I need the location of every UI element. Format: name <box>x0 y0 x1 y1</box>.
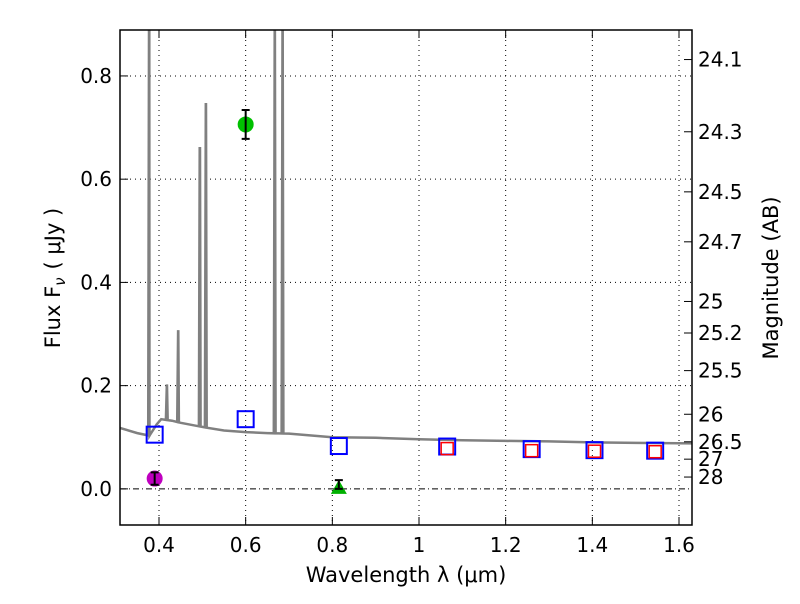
photometry-square-marker <box>648 444 662 459</box>
error-bar <box>150 471 159 486</box>
y-tick-label: 0.8 <box>80 64 112 88</box>
y-tick-label: 0.6 <box>80 167 112 191</box>
right-tick-label: 25 <box>698 289 723 313</box>
photometry-square-marker <box>524 443 539 458</box>
y-axis-label: Flux Fν( μJy ) <box>41 208 69 349</box>
x-tick-label: 0.4 <box>143 533 175 557</box>
right-axis-label: Magnitude (AB) <box>759 196 783 359</box>
right-tick-label: 24.1 <box>698 48 743 72</box>
x-tick-label: 1.4 <box>576 533 608 557</box>
x-tick-label: 1 <box>413 533 426 557</box>
right-tick-label: 26 <box>698 402 723 426</box>
x-axis-label: Wavelength λ (μm) <box>306 563 507 587</box>
right-tick-label: 28 <box>698 465 723 489</box>
right-tick-label: 24.3 <box>698 120 743 144</box>
error-bar <box>241 109 250 140</box>
axes-frame <box>119 29 693 526</box>
photometry-square-marker <box>646 441 665 460</box>
ticks: 0.4 0.6 0.8 1 1.2 1.4 1.6 0.0 0.2 0.4 0.6 0.8 24.1 24… <box>80 30 743 557</box>
x-tick-label: 0.6 <box>230 533 262 557</box>
right-tick-label: 25.2 <box>698 321 743 345</box>
right-tick-label: 26.5 <box>698 430 743 454</box>
photometry-square-marker <box>440 441 454 456</box>
photometry-square-marker <box>236 410 255 429</box>
right-tick-label: 24.7 <box>698 230 743 254</box>
x-tick-label: 1.6 <box>663 533 695 557</box>
x-tick-label: 0.8 <box>316 533 348 557</box>
y-tick-label: 0.2 <box>80 374 112 398</box>
y-tick-label: 0.4 <box>80 270 112 294</box>
grid <box>120 30 692 525</box>
right-tick-label: 25.5 <box>698 359 743 383</box>
photometry-square-marker <box>585 441 604 460</box>
photometry-square-marker <box>145 425 164 444</box>
error-bar <box>334 479 343 490</box>
right-tick-label: 24.5 <box>698 180 743 204</box>
plot-area <box>120 30 692 494</box>
photometry-square-marker <box>587 444 602 458</box>
photometry-square-marker <box>329 437 348 456</box>
right-tick-label: 27 <box>698 447 723 471</box>
spectrum-line <box>120 30 692 445</box>
x-tick-label: 1.2 <box>490 533 522 557</box>
y-tick-label: 0.0 <box>80 477 112 501</box>
